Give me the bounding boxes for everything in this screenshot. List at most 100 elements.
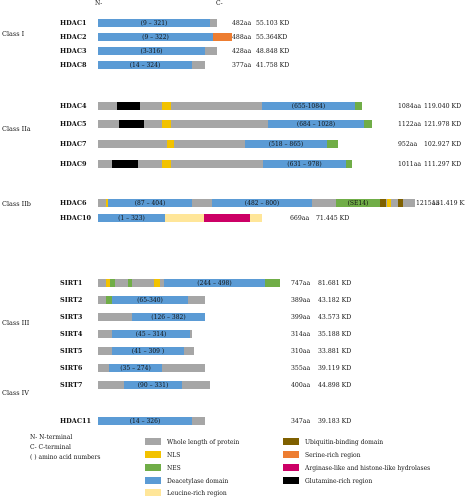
segment-range-label: (244 – 498) [197,280,231,287]
nes-segment [346,160,352,168]
protein-name-hdac9: HDAC9 [60,160,87,168]
protein-length: 488aa [232,34,251,41]
protein-row-hdac1: HDAC1 (9 – 321) 482aa 55.103 KD [60,19,289,27]
arginase-segment [204,214,250,222]
legend-item-arginase: Arginase-like and histone-like hydrolase… [283,464,430,472]
segment-range-label: (14 – 326) [130,418,161,425]
legend-swatch [145,477,161,484]
nls-segment [167,140,174,148]
protein-mass: 71.445 KD [316,215,349,222]
protein-length: 428aa [232,48,251,55]
legend-item-serine: Serine-rich region [283,451,361,459]
legend-item-nls: NLS [145,451,180,459]
legend-item-deacetylase: Deacetylase domain [145,477,228,485]
protein-length: 377aa [232,62,251,69]
note-c-terminal: C- C-terminal [30,444,71,451]
protein-name-hdac7: HDAC7 [60,140,87,148]
legend-swatch [145,438,161,445]
legend-item-whole: Whole length of protein [145,438,239,446]
protein-row-sirt3: SIRT3 (126 – 382) 399aa 43.573 KD [60,313,351,321]
legend-label: NES [167,465,181,472]
segment-range-label: (SE14) [348,200,369,207]
nes-segment [106,296,112,304]
notes: N- N-terminal C- C-terminal ( ) amino ac… [30,434,100,461]
protein-mass: 43.573 KD [318,314,351,321]
note-n-terminal: N- N-terminal [30,434,72,441]
legend-label: Whole length of protein [167,439,239,446]
nes-segment [364,120,372,128]
nes-segment [265,279,280,287]
protein-name-sirt4: SIRT4 [60,330,83,338]
deacetylase-segment [164,279,265,287]
deacetylase-segment [112,347,184,355]
protein-name-sirt6: SIRT6 [60,364,83,372]
c-terminal-label: C- [216,0,223,7]
deacetylase-segment [98,417,192,425]
nls-segment [154,279,160,287]
protein-length: 1122aa [398,121,421,128]
legend-item-glutamine: Glutamine-rich region [283,477,372,485]
leucine-segment [250,214,262,222]
protein-name-sirt2: SIRT2 [60,296,82,304]
protein-row-hdac7: HDAC7 (518 – 865) 952aa 102.927 KD [60,140,461,148]
protein-length: 952aa [398,141,417,148]
protein-length: 1215aa [416,200,439,207]
protein-name-hdac4: HDAC4 [60,102,87,110]
segment-range-label: (65-340) [137,297,163,304]
class-label-class-iib: Class IIb [2,200,31,208]
deacetylase-segment [98,47,205,55]
protein-mass: 81.681 KD [318,280,351,287]
protein-name-sirt3: SIRT3 [60,313,83,321]
ubiquitin-segment [398,199,403,207]
serine-segment [213,33,232,41]
protein-mass: 35.188 KD [318,331,351,338]
segment-range-label: (87 – 404) [135,200,166,207]
protein-name-hdac2: HDAC2 [60,33,87,41]
legend: Whole length of protein NLS NES Deacetylase… [145,438,430,497]
whole-length-bar [98,140,338,148]
class-label-class-i: Class I [2,30,25,38]
protein-row-sirt1: SIRT1 (244 – 498) 747aa 81.681 KD [60,279,351,287]
deacetylase-segment [132,313,205,321]
leucine-segment [165,214,204,222]
protein-name-hdac3: HDAC3 [60,47,87,55]
protein-length: 314aa [291,331,310,338]
protein-name-hdac8: HDAC8 [60,61,87,69]
protein-mass: 131.419 KD [432,200,465,207]
deacetylase-segment [268,120,364,128]
segment-range-label: (518 – 865) [269,141,303,148]
protein-name-hdac11: HDAC11 [60,417,91,425]
legend-swatch [283,464,299,471]
protein-length: 747aa [291,280,310,287]
segment-range-label: (684 – 1028) [297,121,335,128]
protein-name-hdac10: HDAC10 [60,214,92,222]
class-label-class-iia: Class IIa [2,125,31,133]
protein-mass: 119.040 KD [424,103,461,110]
segment-range-label: (3-316) [141,48,163,55]
protein-row-hdac6: HDAC6 (87 – 404) (482 – 800) (SE14) 1215aa13… [60,199,465,207]
legend-swatch [145,489,161,496]
protein-row-sirt6: SIRT6 (35 – 274) 355aa 39.119 KD [60,364,351,372]
nls-segment [162,102,171,110]
nls-segment [162,160,171,168]
legend-label: Glutamine-rich region [305,478,372,485]
protein-row-sirt7: SIRT7 (90 – 331) 400aa 44.898 KD [60,381,351,389]
segment-range-label: (41 – 309 ) [132,348,165,355]
protein-mass: 39.183 KD [318,418,351,425]
deacetylase-segment [109,364,162,372]
deacetylase-segment [124,381,182,389]
protein-row-hdac3: HDAC3 (3-316) 428aa 48.848 KD [60,47,289,55]
deacetylase-segment [112,296,188,304]
segment-range-label: (482 – 800) [245,200,279,207]
protein-mass: 43.182 KD [318,297,351,304]
deacetylase-segment [112,330,190,338]
protein-name-sirt1: SIRT1 [60,279,82,287]
legend-label: Arginase-like and histone-like hydrolase… [304,465,430,472]
deacetylase-segment [212,199,312,207]
protein-length: 669aa [290,215,309,222]
protein-row-hdac10: HDAC10 (1 – 323) 669aa 71.445 KD [60,214,349,222]
ubiquitin-segment [380,199,386,207]
deacetylase-segment [108,199,192,207]
nls-segment [387,199,391,207]
